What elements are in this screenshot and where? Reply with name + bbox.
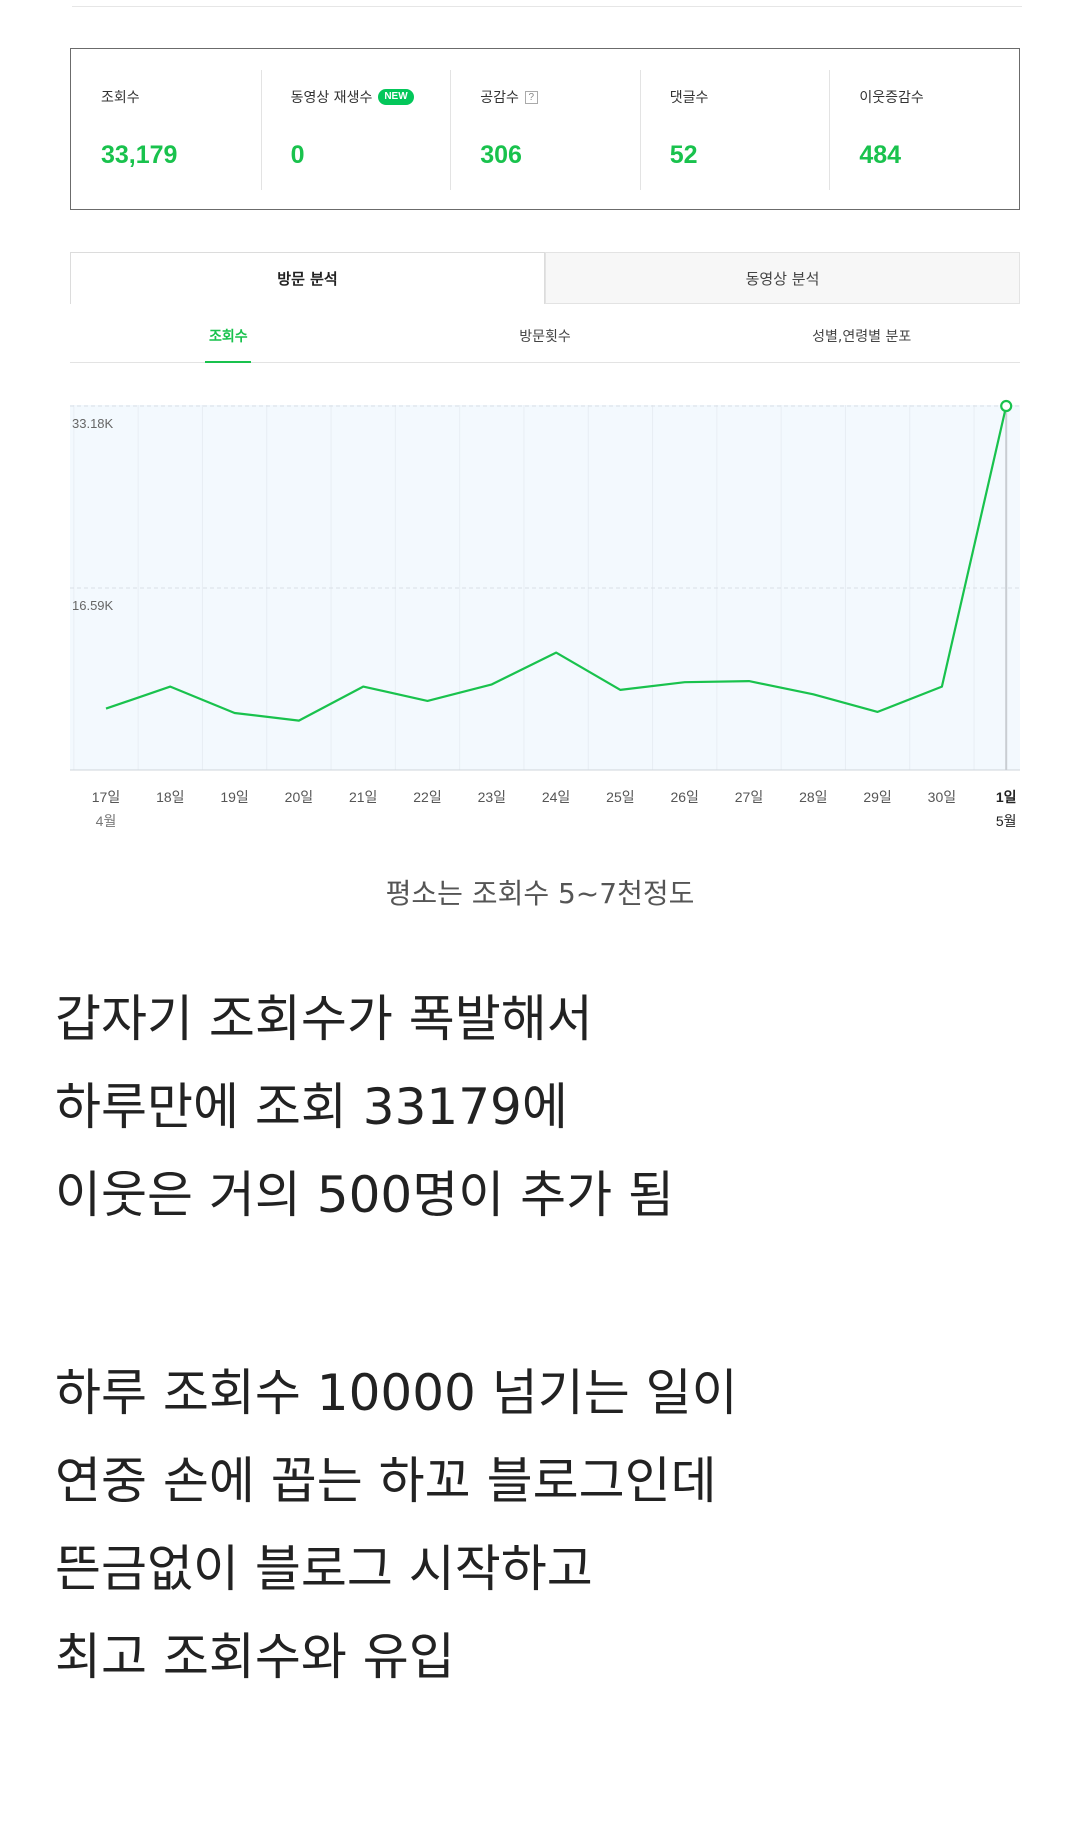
x-tick-label: 24일 (542, 789, 570, 805)
x-tick-label: 29일 (863, 789, 891, 805)
image-caption: 평소는 조회수 5~7천정도 (385, 877, 695, 910)
tab-video-analysis[interactable]: 동영상 분석 (545, 252, 1020, 304)
stat-comments: 댓글수 52 (639, 49, 830, 209)
body-line: 뜬금없이 블로그 시작하고 (55, 1540, 593, 1598)
tab-views[interactable]: 조회수 (70, 310, 387, 362)
stat-likes-label: 공감수 (480, 90, 519, 106)
x-tick-label: 28일 (799, 789, 827, 805)
tab-gender-age[interactable]: 성별,연령별 분포 (812, 329, 912, 345)
x-tick-label: 17일 (92, 789, 120, 805)
metric-tabs: 조회수 방문횟수 성별,연령별 분포 (70, 310, 1020, 363)
body-line: 갑자기 조회수가 폭발해서 (55, 990, 593, 1048)
stat-video-plays: 동영상 재생수 NEW 0 (260, 49, 451, 209)
body-line: 하루 조회수 10000 넘기는 일이 (55, 1364, 738, 1422)
highlight-point (1000, 399, 1013, 413)
stat-neighbors: 이웃증감수 484 (829, 49, 1019, 209)
stat-neighbors-value: 484 (859, 141, 902, 169)
stat-comments-value: 52 (669, 141, 698, 169)
stats-summary: 조회수 33,179 동영상 재생수 NEW 0 공감수 ? 306 댓글수 5… (70, 48, 1020, 210)
x-tick-label: 20일 (285, 789, 313, 805)
x-tick-label: 27일 (735, 789, 763, 805)
body-line: 연중 손에 꼽는 하꼬 블로그인데 (55, 1452, 717, 1510)
stat-likes-value: 306 (480, 141, 522, 169)
new-badge: NEW (378, 89, 414, 105)
body-line: 하루만에 조회 33179에 (55, 1078, 568, 1136)
series-line (105, 405, 1008, 722)
x-tick-label: 19일 (220, 789, 248, 805)
y-tick-label: 16.59K (72, 598, 114, 613)
stat-comments-label: 댓글수 (669, 90, 709, 106)
analysis-tabs: 방문 분석 동영상 분석 (70, 252, 1020, 304)
tab-visit-analysis[interactable]: 방문 분석 (70, 252, 545, 304)
body-spacer (55, 1239, 1055, 1349)
x-tick-label: 30일 (928, 789, 956, 805)
stat-views-label: 조회수 (101, 90, 140, 106)
stat-video-plays-value: 0 (290, 141, 305, 169)
x-tick-label: 21일 (349, 789, 377, 805)
stat-views: 조회수 33,179 (71, 49, 261, 209)
y-tick-label: 33.18K (72, 416, 114, 431)
views-line-chart: 16.59K 33.18K 17일 4월 18일 19일 20일 21일 22일 23일 24일 25… (70, 399, 1020, 829)
stat-views-value: 33,179 (101, 141, 178, 169)
x-tick-label: 1일 (996, 789, 1017, 805)
stat-neighbors-label: 이웃증감수 (859, 90, 924, 106)
stat-video-plays-label: 동영상 재생수 (290, 90, 373, 106)
help-icon[interactable]: ? (524, 90, 538, 104)
body-line: 이웃은 거의 500명이 추가 됨 (55, 1166, 675, 1224)
x-tick-label: 26일 (670, 789, 698, 805)
x-tick-label: 22일 (413, 789, 441, 805)
top-divider (72, 6, 1022, 7)
stat-likes: 공감수 ? 306 (450, 49, 640, 209)
post-body: 갑자기 조회수가 폭발해서 하루만에 조회 33179에 이웃은 거의 500명… (55, 975, 1055, 1701)
x-month-label: 4월 (96, 813, 117, 829)
x-tick-label: 23일 (478, 789, 506, 805)
tab-visit-count[interactable]: 방문횟수 (519, 329, 571, 345)
x-tick-label: 18일 (156, 789, 184, 805)
body-line: 최고 조회수와 유입 (55, 1628, 455, 1686)
x-tick-label: 25일 (606, 789, 634, 805)
views-chart: 16.59K 33.18K 17일 4월 18일 19일 20일 21일 22일 23일 24일 25… (70, 395, 1020, 855)
x-month-label: 5월 (996, 813, 1017, 829)
